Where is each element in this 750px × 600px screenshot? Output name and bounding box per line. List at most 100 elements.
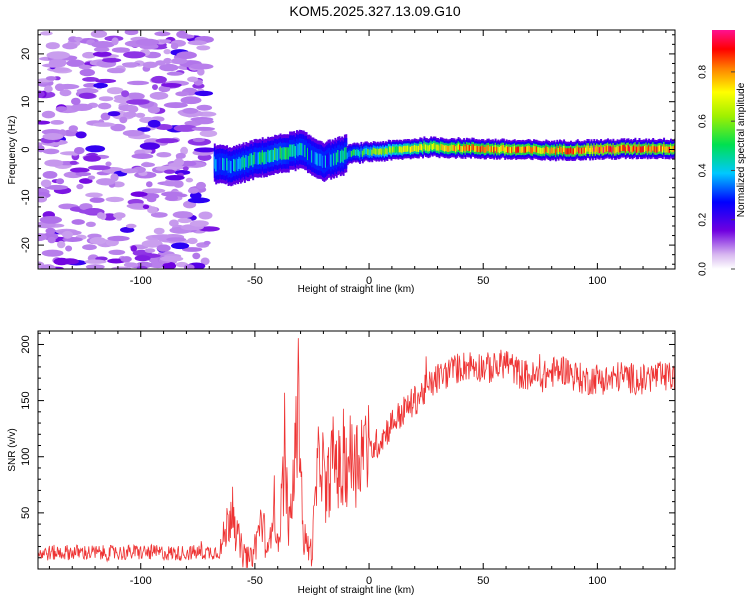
noise-blob [149,91,169,100]
signal-cell [517,146,520,153]
noise-blob [62,42,78,50]
noise-blob [47,236,56,244]
noise-blob [98,96,114,102]
noise-blob [85,221,96,227]
noise-blob [111,37,119,46]
noise-blob [70,103,93,112]
signal-cell [379,148,382,155]
noise-blob [172,211,194,219]
signal-cell [448,145,451,152]
signal-cell [587,145,590,152]
signal-cell [422,145,424,152]
signal-cell [420,144,423,151]
signal-cell [528,146,531,153]
signal-cell [316,153,319,166]
signal-cell [591,147,594,154]
signal-cell [479,146,482,153]
noise-blob [171,57,188,65]
signal-cell [359,151,361,158]
noise-blob [65,245,73,252]
signal-cell [615,147,618,154]
noise-blob [78,64,92,70]
noise-blob [93,46,110,53]
signal-cell [241,157,244,170]
signal-cell [323,156,326,169]
signal-cell [335,152,338,165]
noise-blob [44,184,69,190]
noise-blob [170,42,179,50]
signal-cell [397,147,400,154]
colorbar-tick-label: 0.6 [698,114,709,128]
signal-cell [552,147,555,154]
signal-cell [563,145,566,152]
signal-cell [480,145,483,152]
signal-cell [482,145,485,152]
noise-blob [196,181,206,190]
noise-blob [187,76,199,83]
noise-blob [89,237,107,245]
noise-blob [113,212,126,219]
signal-cell [526,146,529,153]
signal-cell [623,144,626,151]
noise-blob [147,119,161,128]
signal-cell [349,150,352,157]
signal-cell [553,146,556,153]
colorbar-tick-label: 0.2 [698,212,709,226]
noise-blob [199,129,218,138]
signal-cell [554,148,557,155]
signal-cell [659,145,661,152]
noise-blob [171,242,190,250]
signal-cell [352,149,355,156]
noise-blob [41,249,64,257]
signal-cell [333,153,335,166]
signal-cell [511,147,514,154]
spectrogram-ytick-label: 0 [20,146,32,152]
signal-cell [616,145,619,152]
noise-blob [161,191,183,197]
signal-cell [631,146,634,153]
signal-cell [427,145,430,152]
signal-cell [543,147,546,154]
signal-cell [465,144,468,151]
signal-cell [308,147,311,160]
signal-cell [538,147,541,154]
signal-cell [216,158,219,171]
noise-blob [130,191,148,197]
signal-cell [404,145,407,152]
signal-cell [282,147,285,160]
noise-blob [110,123,126,132]
signal-cell [272,149,275,162]
signal-cell [512,146,515,153]
signal-cell [260,152,263,165]
signal-cell [638,144,641,151]
signal-cell [375,149,378,156]
signal-cell [226,158,229,171]
signal-cell [626,145,629,152]
signal-cell [453,144,456,151]
noise-blob [40,31,53,36]
noise-blob [59,89,72,97]
signal-cell [263,152,266,165]
noise-blob [120,256,132,263]
noise-blob [85,145,106,153]
signal-cell [542,147,545,154]
noise-blob [126,99,150,105]
signal-cell [237,158,240,172]
signal-cell [571,148,574,155]
signal-cell [224,159,227,172]
signal-cell [213,156,216,169]
signal-cell [441,144,444,151]
snr-xtick-label: -100 [130,575,152,587]
noise-blob [190,191,202,200]
noise-blob [187,40,208,46]
signal-cell [663,144,666,151]
signal-cell [327,152,330,165]
signal-cell [370,148,372,155]
signal-cell [283,147,286,160]
noise-blob [92,51,112,57]
noise-blob [45,76,57,81]
signal-cell [215,159,218,172]
signal-cell [361,150,364,157]
noise-blob [147,206,158,214]
